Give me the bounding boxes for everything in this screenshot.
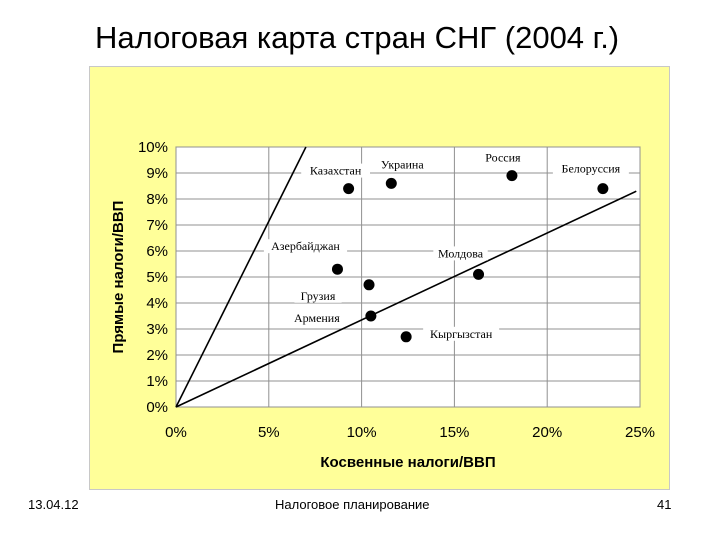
point-label: Азербайджан [271,239,340,253]
reference-line [175,190,637,408]
slide-title: Налоговая карта стран СНГ (2004 г.) [95,20,620,55]
x-tick-label: 0% [165,424,187,441]
point-label-background [294,288,342,303]
point-label-background [433,246,488,261]
point-label-background [289,311,345,325]
point-label-background [301,163,371,178]
point-label: Молдова [438,246,484,260]
data-point [343,183,355,195]
reference-line [175,146,307,408]
data-point [400,331,412,343]
chart-panel: 0% 1% 2% 3% 4% 5% 6% 7% 8% 9% 10% 0% 5% 10% 15% 20% 25% К… [89,66,670,490]
x-tick-label: 15% [439,424,469,441]
x-tick-label: 5% [258,424,280,441]
x-tick-label: 10% [347,424,377,441]
point-label: Грузия [301,289,336,303]
page-number: 41 [657,497,672,512]
y-tick-label: 4% [146,295,168,312]
point-label: Россия [485,151,521,165]
y-tick-label: 8% [146,191,168,208]
y-tick-label: 10% [138,139,168,156]
point-label-background [375,157,430,172]
point-label: Казахстан [310,164,362,178]
y-tick-label: 2% [146,347,168,364]
scatter-chart: 0% 1% 2% 3% 4% 5% 6% 7% 8% 9% 10% 0% 5% 10% 15% 20% 25% К… [110,139,655,471]
point-label: Украина [381,157,424,171]
point-label-background [423,326,500,341]
footer-date: 13.04.12 [28,497,79,512]
y-tick-label: 0% [146,399,168,416]
x-axis-title: Косвенные налоги/ВВП [320,454,495,471]
point-label: Белоруссия [562,162,621,176]
data-point [473,268,485,280]
point-label: Кыргызстан [430,327,493,341]
y-tick-label: 6% [146,243,168,260]
x-tick-label: 20% [532,424,562,441]
data-point [385,177,397,189]
point-label: Армения [294,311,340,325]
data-point [365,310,377,322]
point-label-background [552,161,629,176]
point-label-background [263,239,348,254]
footer-title: Налоговое планирование [275,497,430,512]
x-tick-label: 25% [625,424,655,441]
data-point [331,263,343,275]
y-axis-title: Прямые налоги/ВВП [110,201,127,354]
point-label-background [479,150,527,165]
data-point [506,170,518,182]
data-point [363,279,375,291]
data-point [597,183,609,195]
y-tick-label: 1% [146,373,168,390]
y-tick-label: 5% [146,269,168,286]
y-tick-label: 7% [146,217,168,234]
y-tick-label: 3% [146,321,168,338]
y-tick-label: 9% [146,165,168,182]
